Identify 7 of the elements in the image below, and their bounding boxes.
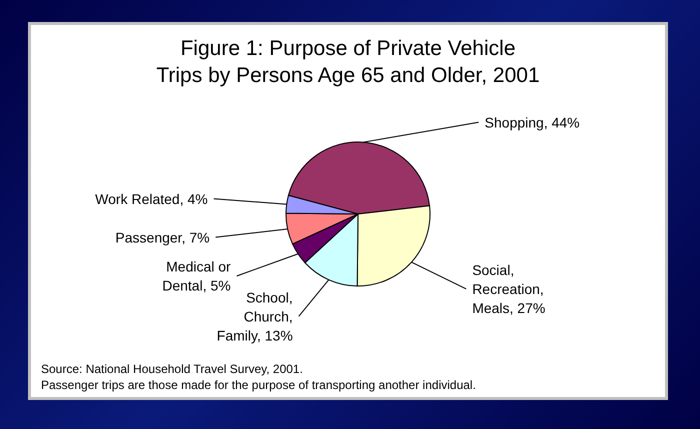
slice-label: Passenger, 7%	[115, 229, 210, 246]
slice-label: Work Related, 4%	[95, 190, 208, 207]
chart-title: Figure 1: Purpose of Private Vehicle Trips by Persons Age 65 and Older, 2001	[155, 36, 541, 89]
slice-label: Social, Recreation, Meals, 27%	[472, 262, 546, 316]
source-note: Source: National Household Travel Survey, 2001.	[41, 361, 304, 377]
text: Passenger trips are those made for the purpose of transporting another individual.	[41, 377, 476, 393]
slice-label: Shopping, 44%	[484, 114, 580, 130]
